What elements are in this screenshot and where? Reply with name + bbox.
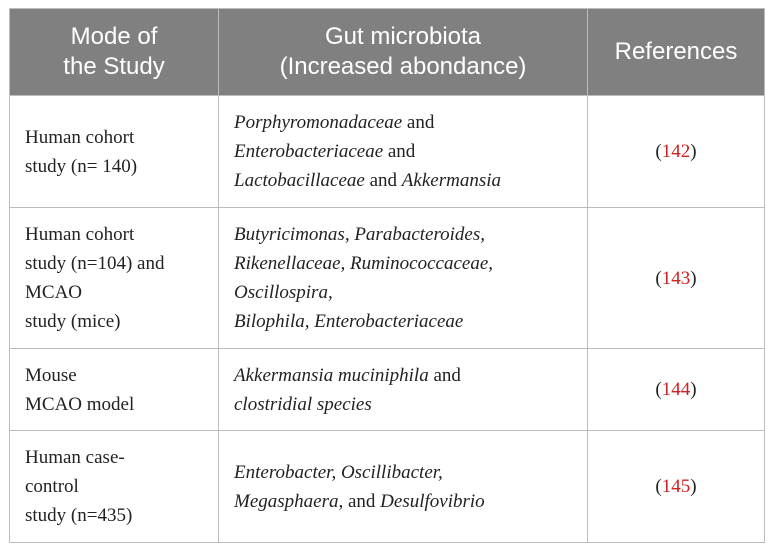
microbiota-cell: Akkermansia muciniphila and clostridial s… <box>218 348 588 431</box>
table-row: Mouse MCAO model Akkermansia muciniphila a… <box>9 348 765 431</box>
paren-close: ) <box>690 141 697 162</box>
reference-link[interactable]: 143 <box>661 267 691 289</box>
taxon-name: Rikenellaceae, Ruminococcaceae, <box>234 253 493 274</box>
microbiota-line: Megasphaera, and Desulfovibrio <box>234 487 572 516</box>
mode-line: Mouse <box>25 364 77 386</box>
header-mode-line: the Study <box>63 53 165 80</box>
microbiota-line: Akkermansia muciniphila and <box>234 361 572 390</box>
taxon-name: Lactobacillaceae <box>234 170 365 191</box>
mode-cell: Human case-control study (n=435) <box>9 430 219 543</box>
taxon-name: Desulfovibrio <box>380 490 485 512</box>
header-microbiota: Gut microbiota (Increased abondance) <box>218 8 588 96</box>
microbiota-cell: Porphyromonadaceae and Enterobacteriaceae… <box>218 95 588 208</box>
taxon-name: Butyricimonas, Parabacteroides, <box>234 224 486 245</box>
taxon-name: Akkermansia <box>401 170 501 191</box>
header-microbiota-line: (Increased abondance) <box>279 53 527 80</box>
gut-microbiota-table: Mode of the Study Gut microbiota (Increa… <box>9 8 765 543</box>
taxon-name: Bilophila, Enterobacteriaceae <box>234 311 464 332</box>
taxon-name: Enterobacter, Oscillibacter, <box>234 461 443 483</box>
header-mode-line: Mode of <box>70 23 158 50</box>
microbiota-line: Butyricimonas, Parabacteroides, <box>234 220 572 249</box>
mode-line: Human cohort <box>25 126 135 148</box>
header-mode: Mode of the Study <box>9 8 219 96</box>
mode-cell: Mouse MCAO model <box>9 348 219 431</box>
microbiota-line: Enterobacter, Oscillibacter, <box>234 458 572 487</box>
mode-line: Human case- <box>25 447 125 468</box>
connector-text: and <box>383 141 416 162</box>
microbiota-line: Rikenellaceae, Ruminococcaceae, <box>234 249 572 278</box>
reference-cell: (145) <box>587 430 765 543</box>
mode-line: control <box>25 476 79 497</box>
microbiota-cell: Enterobacter, Oscillibacter, Megasphaera,… <box>218 430 588 543</box>
connector-text: and <box>428 364 461 386</box>
taxon-name: clostridial species <box>234 393 372 415</box>
taxon-name: Enterobacteriaceae <box>234 141 384 162</box>
table-body: Human cohort study (n= 140) Porphyromonada… <box>9 95 765 543</box>
paren-close: ) <box>690 476 697 497</box>
header-microbiota-line: Gut microbiota <box>324 23 482 50</box>
microbiota-cell: Butyricimonas, Parabacteroides, Rikenella… <box>218 207 588 349</box>
reference-cell: (144) <box>587 348 765 431</box>
mode-line: study (n= 140) <box>25 155 138 177</box>
mode-line: Human cohort <box>25 224 135 245</box>
connector-text: and <box>364 170 402 191</box>
microbiota-line: Bilophila, Enterobacteriaceae <box>234 307 572 336</box>
paren-close: ) <box>690 267 697 289</box>
mode-cell: Human cohort study (n= 140) <box>9 95 219 208</box>
reference-link[interactable]: 142 <box>661 141 691 162</box>
taxon-name: Oscillospira, <box>234 282 333 303</box>
reference-cell: (143) <box>587 207 765 349</box>
table-container: Mode of the Study Gut microbiota (Increa… <box>9 8 765 543</box>
microbiota-line: Oscillospira, <box>234 278 572 307</box>
connector-text: , and <box>338 490 381 512</box>
taxon-name: Porphyromonadaceae <box>234 112 403 133</box>
header-references: References <box>587 8 765 96</box>
mode-cell: Human cohort study (n=104) and MCAO study (… <box>9 207 219 349</box>
microbiota-line: Lactobacillaceae and Akkermansia <box>234 166 572 195</box>
connector-text: and <box>402 112 435 133</box>
table-row: Human case-control study (n=435) Enterobac… <box>9 430 765 543</box>
taxon-name: Megasphaera <box>234 490 339 512</box>
taxon-name: Akkermansia muciniphila <box>234 364 429 386</box>
mode-line: study (n=104) and <box>25 253 165 274</box>
table-header: Mode of the Study Gut microbiota (Increa… <box>9 8 765 96</box>
mode-line: MCAO model <box>25 393 135 415</box>
mode-line: study (n=435) <box>25 505 133 526</box>
reference-link[interactable]: 144 <box>661 379 691 400</box>
header-row: Mode of the Study Gut microbiota (Increa… <box>9 8 765 96</box>
microbiota-line: clostridial species <box>234 390 572 419</box>
table-row: Human cohort study (n=104) and MCAO study (… <box>9 207 765 349</box>
microbiota-line: Porphyromonadaceae and <box>234 108 572 137</box>
reference-link[interactable]: 145 <box>661 476 691 497</box>
paren-close: ) <box>690 379 697 400</box>
paren-open: ( <box>655 476 662 497</box>
paren-open: ( <box>655 379 662 400</box>
paren-open: ( <box>655 267 662 289</box>
mode-line: MCAO <box>25 282 83 303</box>
mode-line: study (mice) <box>25 311 121 332</box>
paren-open: ( <box>655 141 662 162</box>
table-row: Human cohort study (n= 140) Porphyromonada… <box>9 95 765 208</box>
microbiota-line: Enterobacteriaceae and <box>234 137 572 166</box>
reference-cell: (142) <box>587 95 765 208</box>
